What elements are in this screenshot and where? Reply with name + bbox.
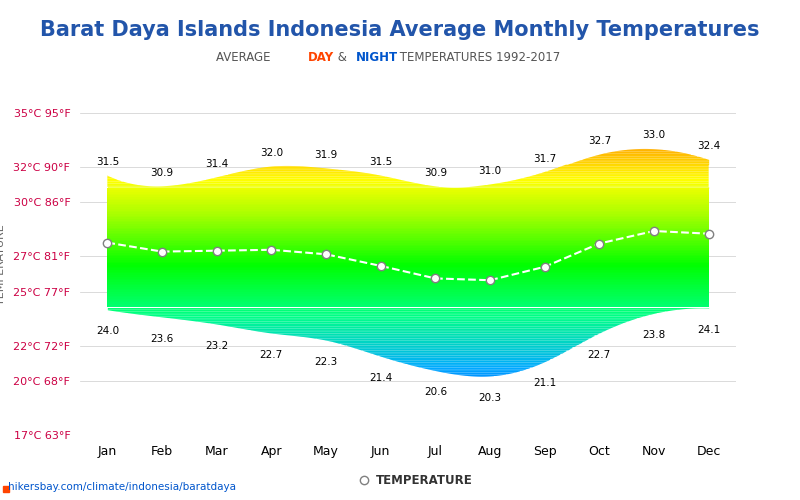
- Text: 23.2: 23.2: [205, 340, 228, 350]
- Text: TEMPERATURE: TEMPERATURE: [376, 474, 473, 486]
- Text: 21.4: 21.4: [369, 373, 392, 383]
- Text: 32.4: 32.4: [697, 141, 720, 151]
- Text: 20.6: 20.6: [424, 387, 447, 397]
- Text: 33.0: 33.0: [642, 130, 666, 140]
- Text: 21.1: 21.1: [533, 378, 556, 388]
- Text: hikersbay.com/climate/indonesia/baratdaya: hikersbay.com/climate/indonesia/baratday…: [8, 482, 236, 492]
- Text: TEMPERATURES 1992-2017: TEMPERATURES 1992-2017: [396, 51, 560, 64]
- Text: 30.9: 30.9: [150, 168, 174, 178]
- Text: DAY: DAY: [308, 51, 334, 64]
- Text: 22.7: 22.7: [260, 350, 283, 360]
- Text: 31.0: 31.0: [478, 166, 502, 176]
- Text: 22.7: 22.7: [588, 350, 611, 360]
- Text: NIGHT: NIGHT: [356, 51, 398, 64]
- Text: AVERAGE: AVERAGE: [216, 51, 274, 64]
- Text: Barat Daya Islands Indonesia Average Monthly Temperatures: Barat Daya Islands Indonesia Average Mon…: [40, 20, 760, 40]
- Y-axis label: TEMPERATURE: TEMPERATURE: [0, 224, 6, 306]
- Text: 30.9: 30.9: [424, 168, 447, 178]
- Text: 20.3: 20.3: [478, 392, 502, 402]
- Text: 24.0: 24.0: [96, 326, 119, 336]
- Text: 31.9: 31.9: [314, 150, 338, 160]
- Text: 31.5: 31.5: [96, 157, 119, 167]
- Text: 31.4: 31.4: [205, 159, 228, 169]
- Text: 23.6: 23.6: [150, 334, 174, 344]
- Text: 31.5: 31.5: [369, 157, 392, 167]
- Text: 22.3: 22.3: [314, 357, 338, 367]
- Text: 32.7: 32.7: [588, 136, 611, 145]
- Text: 31.7: 31.7: [533, 154, 556, 164]
- Text: 32.0: 32.0: [260, 148, 283, 158]
- Text: 23.8: 23.8: [642, 330, 666, 340]
- Text: 24.1: 24.1: [697, 324, 720, 334]
- Text: &: &: [334, 51, 351, 64]
